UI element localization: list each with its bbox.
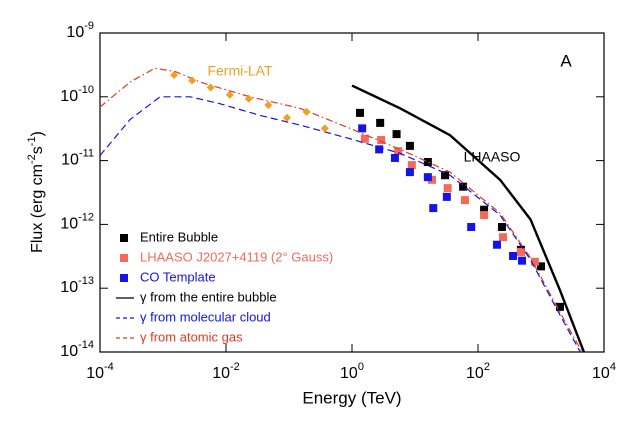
- data-point: [264, 101, 273, 110]
- data-point: [499, 233, 508, 242]
- data-point: [360, 134, 369, 143]
- data-point: [441, 171, 450, 180]
- x-tick-sup: 0: [358, 361, 364, 373]
- data-point: [459, 182, 468, 191]
- y-tick-label: 10-10: [60, 84, 94, 105]
- data-point: [356, 108, 365, 117]
- y-tick-label: 10-11: [61, 148, 94, 169]
- y-tick-sup: -14: [78, 339, 94, 351]
- y-tick-base: 10: [60, 279, 78, 296]
- data-point: [518, 256, 527, 265]
- data-point: [480, 205, 489, 214]
- x-tick-sup: -4: [104, 361, 114, 373]
- y-tick-label: 10-14: [60, 339, 94, 360]
- data-point: [460, 196, 469, 205]
- data-point: [480, 211, 489, 220]
- y-tick-label: 10-13: [60, 275, 94, 296]
- data-point: [492, 240, 501, 249]
- y-label-text: Flux (erg cm: [29, 164, 46, 253]
- data-point: [375, 145, 384, 154]
- y-tick-sup: -11: [79, 148, 94, 160]
- data-point: [429, 204, 438, 213]
- data-point: [530, 257, 539, 266]
- data-point: [394, 147, 403, 156]
- data-point: [467, 223, 476, 232]
- x-tick-sup: 2: [484, 361, 490, 373]
- x-tick-base: 10: [340, 365, 358, 382]
- x-tick-base: 10: [86, 365, 104, 382]
- data-point: [427, 175, 436, 184]
- legend-label: CO Template: [140, 269, 216, 284]
- y-tick-base: 10: [61, 152, 79, 169]
- legend-marker: [120, 254, 128, 262]
- y-tick-base: 10: [60, 343, 78, 360]
- annotation: LHAASO: [464, 149, 521, 165]
- x-tick-base: 10: [466, 365, 484, 382]
- data-point: [405, 168, 414, 177]
- data-point: [497, 223, 506, 232]
- data-point: [206, 83, 215, 92]
- x-tick-label: 100: [340, 361, 364, 382]
- data-point: [555, 302, 564, 311]
- legend-label: LHAASO J2027+4119 (2° Gauss): [140, 249, 333, 264]
- legend-label: γ from atomic gas: [140, 329, 243, 344]
- legend-label: γ from the entire bubble: [140, 289, 277, 304]
- data-point: [358, 124, 367, 133]
- data-point: [423, 173, 432, 182]
- y-tick-base: 10: [66, 24, 84, 41]
- data-point: [225, 90, 234, 99]
- y-tick-sup: -10: [78, 84, 94, 96]
- x-tick-base: 10: [592, 365, 610, 382]
- data-point: [509, 251, 518, 260]
- y-tick-label: 10-9: [66, 20, 94, 41]
- y-label-sup: -2: [26, 154, 38, 164]
- x-tick-base: 10: [212, 365, 230, 382]
- data-point: [516, 247, 525, 256]
- y-tick-label: 10-12: [60, 211, 94, 232]
- data-point: [442, 192, 451, 201]
- legend-marker: [120, 234, 128, 242]
- data-point: [244, 94, 253, 103]
- data-point: [390, 153, 399, 162]
- y-tick-base: 10: [60, 216, 78, 233]
- y-tick-sup: -12: [78, 211, 94, 223]
- data-point: [443, 184, 452, 193]
- data-point: [283, 113, 292, 122]
- data-point: [376, 118, 385, 127]
- data-point: [537, 262, 545, 271]
- y-label-text: ): [29, 131, 46, 136]
- x-axis-label: Energy (TeV): [302, 388, 401, 407]
- curve: [351, 84, 586, 352]
- data-point: [392, 130, 401, 139]
- x-tick-label: 10-4: [86, 361, 114, 382]
- x-tick-label: 104: [592, 361, 616, 382]
- data-point: [405, 141, 414, 150]
- y-label-sup: -1: [26, 136, 38, 146]
- series-label: Fermi-LAT: [207, 63, 273, 79]
- legend-marker: [120, 274, 128, 282]
- legend-label: Entire Bubble: [140, 229, 218, 244]
- x-tick-sup: 4: [610, 361, 616, 373]
- x-tick-label: 10-2: [212, 361, 240, 382]
- x-tick-label: 102: [466, 361, 490, 382]
- data-point: [170, 70, 179, 79]
- data-point: [407, 161, 416, 170]
- x-tick-sup: -2: [230, 361, 240, 373]
- y-label-text: s: [29, 146, 46, 154]
- panel-label: A: [560, 51, 572, 70]
- y-axis-label: Flux (erg cm-2s-1): [26, 131, 46, 253]
- data-point: [377, 136, 386, 145]
- legend-label: γ from molecular cloud: [140, 309, 271, 324]
- data-point: [423, 158, 432, 167]
- data-point: [188, 76, 197, 85]
- data-point: [302, 107, 311, 116]
- y-tick-base: 10: [60, 88, 78, 105]
- data-point: [320, 124, 329, 133]
- y-tick-sup: -13: [78, 275, 94, 287]
- y-tick-sup: -9: [84, 20, 94, 32]
